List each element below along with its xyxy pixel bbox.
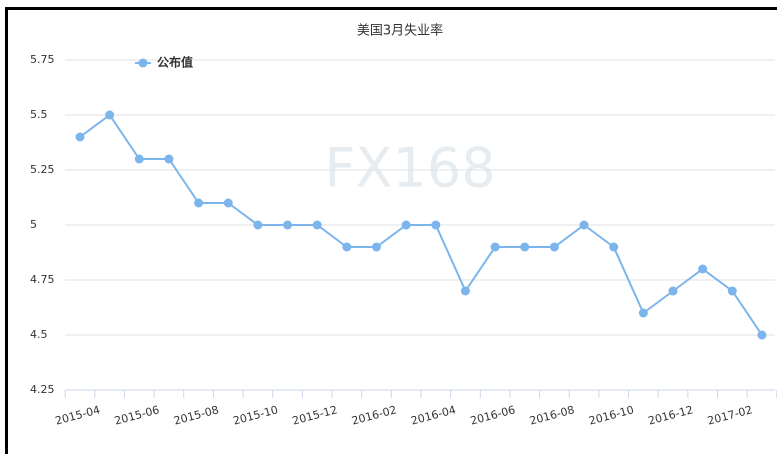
y-tick-label: 5.5	[30, 108, 48, 121]
data-point	[727, 286, 737, 296]
data-point	[372, 242, 381, 252]
legend-label: 公布值	[157, 55, 193, 70]
series-line	[79, 113, 763, 336]
data-point	[223, 198, 233, 208]
data-point	[757, 330, 767, 340]
data-point	[609, 242, 619, 252]
frame-top	[5, 7, 777, 10]
y-tick-label: 4.25	[30, 383, 55, 396]
data-point	[312, 220, 322, 230]
watermark: FX168	[324, 137, 495, 200]
y-tick-label: 4.75	[30, 273, 55, 286]
y-tick-label: 4.5	[30, 328, 48, 341]
chart-title: 美国3月失业率	[357, 23, 443, 39]
y-tick-label: 5	[30, 218, 37, 231]
y-tick-label: 5.75	[30, 53, 55, 66]
data-point	[698, 264, 708, 274]
data-point	[431, 220, 441, 230]
data-point	[283, 220, 293, 230]
legend-marker	[138, 58, 148, 68]
data-point	[549, 242, 559, 252]
y-tick-label: 5.25	[30, 163, 55, 176]
data-point	[460, 286, 470, 296]
data-point	[105, 110, 115, 120]
data-point	[134, 154, 144, 164]
data-point	[520, 242, 530, 252]
data-point	[668, 286, 678, 296]
data-point	[164, 154, 174, 164]
data-point	[342, 242, 352, 252]
frame-left	[5, 7, 8, 454]
data-point	[253, 220, 263, 230]
data-point	[194, 198, 204, 208]
data-point	[401, 220, 411, 230]
data-point	[638, 308, 648, 318]
data-point	[490, 242, 500, 252]
data-point	[75, 132, 85, 142]
data-point	[579, 220, 589, 230]
